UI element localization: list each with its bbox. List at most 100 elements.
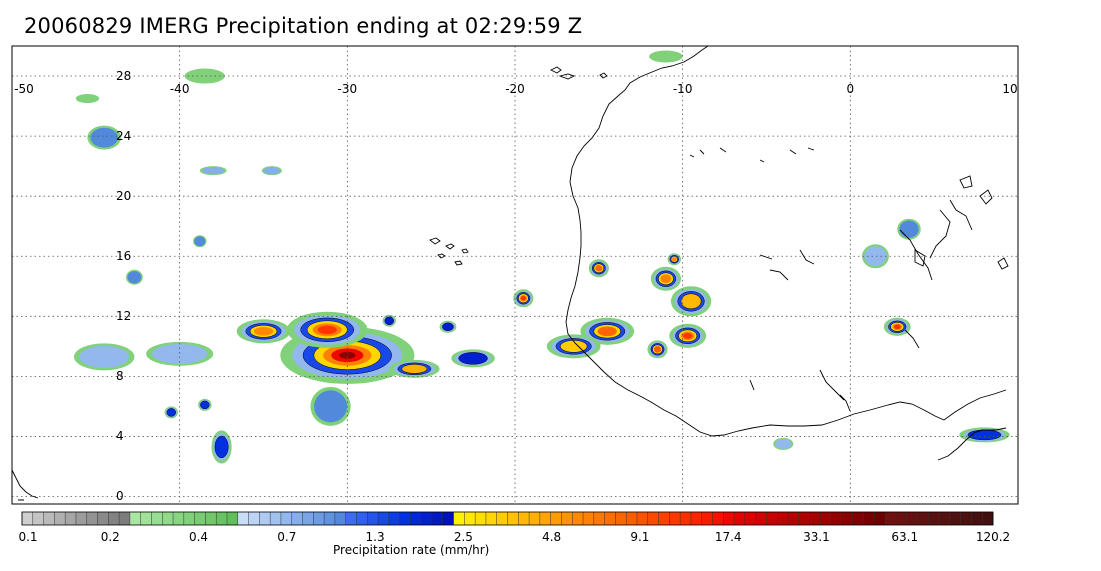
precip-ring [401, 364, 428, 374]
precip-cell [580, 317, 635, 345]
colorbar-swatch [485, 512, 498, 525]
precip-ring [263, 166, 281, 175]
colorbar-swatch [22, 512, 34, 525]
lon-tick-label: -40 [169, 82, 190, 96]
colorbar-tick-label: 0.7 [277, 530, 297, 544]
colorbar-swatch [809, 512, 821, 525]
lat-tick-label: 4 [116, 429, 124, 444]
africa-coastline [565, 45, 1007, 437]
lon-tick-label: -10 [672, 82, 693, 96]
colorbar-swatch [572, 512, 584, 525]
precip-ring [127, 271, 142, 284]
colorbar-swatch [464, 512, 476, 525]
colorbar-swatch [820, 512, 832, 525]
precip-cell [670, 286, 712, 317]
colorbar-swatch [928, 512, 940, 525]
colorbar-swatch [65, 512, 77, 525]
colorbar-tick-label: 9.1 [630, 530, 650, 544]
colorbar-tick-label: 1.3 [365, 530, 385, 544]
precip-cell [261, 166, 282, 176]
lakes [914, 175, 1009, 270]
precip-cell [184, 68, 225, 84]
precip-cell [669, 323, 707, 348]
precip-cell [193, 235, 207, 248]
colorbar-tick-label: 17.4 [714, 530, 742, 544]
precip-ring [899, 220, 919, 238]
cape-verde [429, 237, 469, 266]
colorbar-swatch [475, 512, 487, 525]
precip-ring [894, 324, 901, 329]
colorbar-swatch [701, 512, 713, 525]
precip-ring [595, 264, 603, 272]
colorbar-swatch [906, 512, 918, 525]
colorbar-swatch [583, 512, 595, 525]
precip-cell [199, 166, 227, 176]
colorbar-swatch [280, 512, 293, 525]
precip-cell [773, 437, 794, 450]
colorbar-swatch [97, 512, 109, 525]
colorbar-swatch [874, 512, 886, 525]
colorbar-swatch [334, 512, 346, 525]
precip-cell [87, 125, 121, 150]
precip-cell [513, 289, 534, 308]
colorbar-swatch [949, 512, 961, 525]
precip-cell [75, 94, 100, 104]
colorbar-swatch [626, 512, 638, 525]
colorbar-swatch [841, 512, 854, 525]
colorbar-swatch [712, 512, 724, 525]
precip-ring [75, 94, 100, 104]
colorbar-swatch [690, 512, 702, 525]
colorbar-swatch [539, 512, 551, 525]
precip-ring [653, 346, 662, 353]
precip-ring [384, 316, 394, 326]
lat-tick-label: 28 [116, 69, 132, 84]
precip-ring [775, 439, 792, 449]
colorbar-swatch [971, 512, 983, 525]
colorbar-tick-label: 0.2 [100, 530, 120, 544]
lon-tick-label: 10 [1002, 82, 1018, 96]
colorbar-swatch [226, 512, 239, 525]
colorbar-tick-label: 63.1 [891, 530, 919, 544]
colorbar-swatch [453, 512, 465, 525]
precip-ring [680, 293, 702, 310]
precip-cell [286, 311, 368, 348]
lat-tick-label: 20 [116, 189, 132, 204]
colorbar-swatch [496, 512, 508, 525]
precip-cell [588, 259, 609, 278]
colorbar-swatch [982, 512, 994, 525]
colorbar-swatch [550, 512, 562, 525]
colorbar-swatch [636, 512, 649, 525]
colorbar-swatch [917, 512, 929, 525]
colorbar-swatch [421, 512, 433, 525]
river-niger [899, 199, 973, 281]
precip-cell [667, 253, 681, 266]
colorbar-tick-label: 0.4 [188, 530, 209, 544]
precip-ring [671, 257, 677, 262]
precip-cell [650, 266, 681, 291]
lat-tick-label: 24 [116, 129, 132, 144]
colorbar-swatch [140, 512, 152, 525]
colorbar-tick-label: 0.1 [18, 530, 38, 544]
graticule [11, 46, 1019, 504]
colorbar-swatch [367, 512, 379, 525]
precip-cell [649, 50, 683, 63]
precip-ring [314, 390, 348, 423]
colorbar-swatch [831, 512, 843, 525]
precip-cell [382, 314, 396, 327]
precip-cell [883, 317, 911, 336]
lon-tick-label: 0 [846, 82, 855, 96]
colorbar-swatch [270, 512, 282, 525]
colorbar-swatch [939, 512, 951, 525]
precip-ring [442, 322, 454, 332]
precip-ring [339, 351, 356, 359]
colorbar-swatch [324, 512, 336, 525]
colorbar-swatch [863, 512, 875, 525]
precip-ring [597, 326, 617, 337]
coastlines [11, 45, 1009, 501]
precip-cell [862, 244, 889, 269]
lat-tick-label: 12 [116, 309, 132, 324]
precip-cell [439, 320, 457, 333]
precip-ring [152, 343, 208, 364]
colorbar-swatch [119, 512, 131, 525]
